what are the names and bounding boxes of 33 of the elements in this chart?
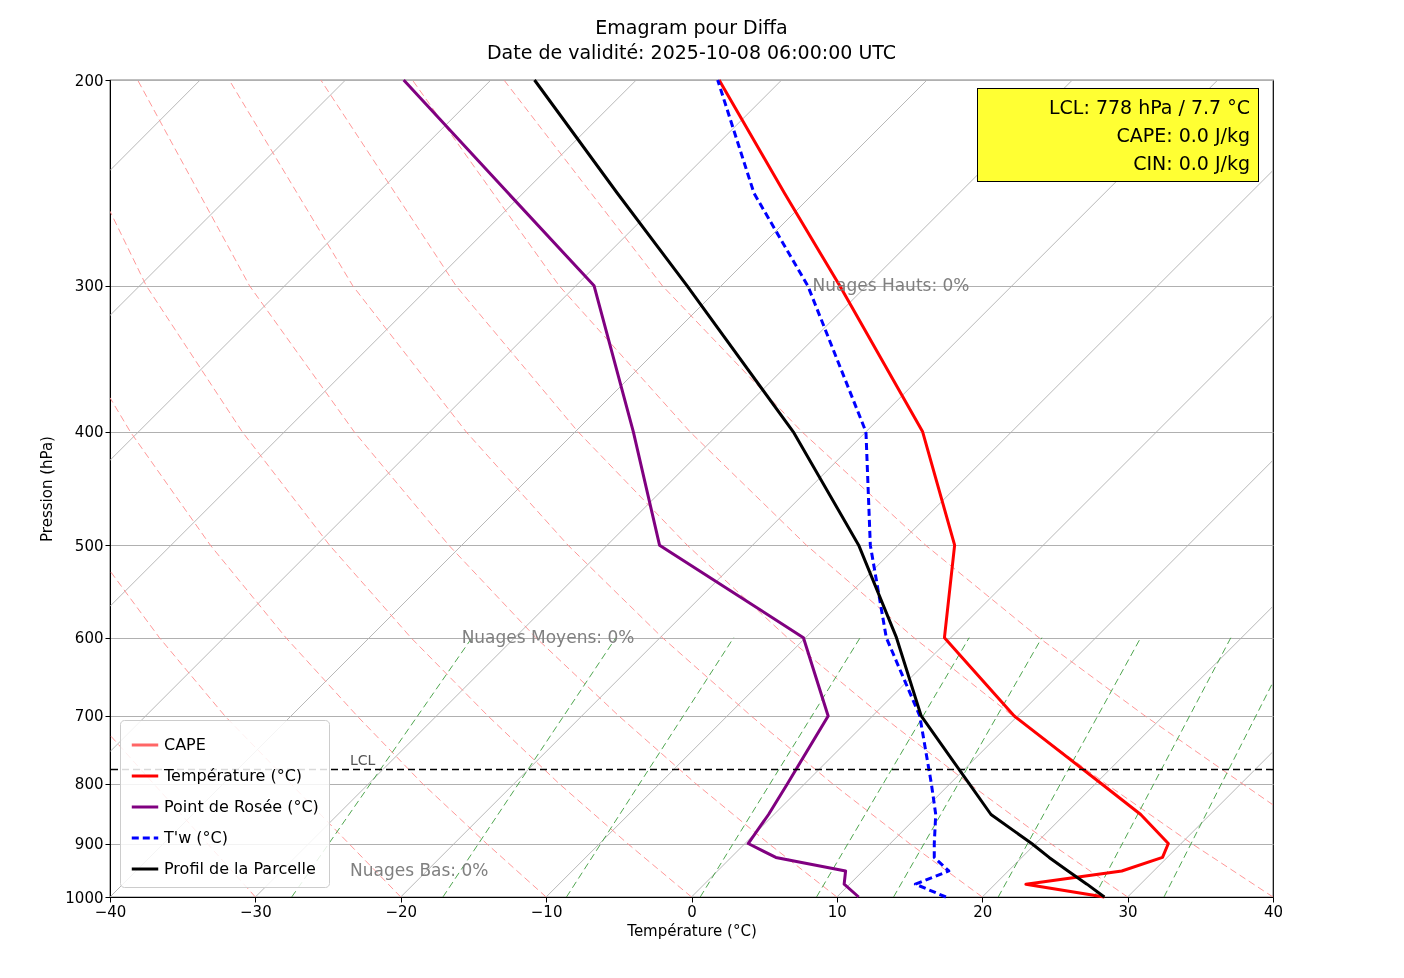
y-tick-label: 200 xyxy=(74,71,104,90)
y-axis-title: Pression (hPa) xyxy=(38,436,57,542)
y-tick-label: 900 xyxy=(74,835,104,854)
x-tick-label: −20 xyxy=(385,902,418,921)
ref-line-label: LCL xyxy=(350,751,376,768)
y-tick-label: 300 xyxy=(74,277,104,296)
y-tick-label: 400 xyxy=(74,423,104,442)
x-tick-label: 40 xyxy=(1263,902,1284,921)
x-tick-label: 30 xyxy=(1118,902,1138,921)
chart-title: Emagram pour Diffa xyxy=(595,16,788,38)
x-tick-label: 10 xyxy=(827,902,847,921)
y-tick-label: 700 xyxy=(74,707,104,726)
text-box: LCL: 778 hPa / 7.7 °C CAPE: 0.0 J/kg CIN: 0.0 J/kg xyxy=(977,88,1259,182)
legend-label: Profil de la Parcelle xyxy=(164,859,316,878)
y-tick-label: 800 xyxy=(74,775,104,794)
legend-label: Température (°C) xyxy=(163,766,303,785)
annotation: CAPE: 0.0 J/kg xyxy=(1115,123,1250,148)
x-tick-label: −10 xyxy=(530,902,563,921)
x-tick-label: 0 xyxy=(687,902,697,921)
annotation: Nuages Bas: 0% xyxy=(350,860,489,880)
y-tick-label: 600 xyxy=(74,629,104,648)
line-series xyxy=(717,78,1170,899)
legend-label: CAPE xyxy=(164,735,206,754)
x-tick-label: 20 xyxy=(973,902,993,921)
annotation: CIN: 0.0 J/kg xyxy=(1132,151,1250,176)
x-tick-label: −30 xyxy=(240,902,272,921)
y-tick-label: 500 xyxy=(74,536,104,555)
legend-label: Point de Rosée (°C) xyxy=(164,797,319,816)
annotation: LCL: 778 hPa / 7.7 °C xyxy=(1048,95,1250,120)
legend-label: T'w (°C) xyxy=(163,828,228,847)
chart-subtitle: Date de validité: 2025-10-08 06:00:00 UTC xyxy=(486,41,897,63)
line-series xyxy=(110,210,692,897)
x-axis-title: Température (°C) xyxy=(626,921,757,940)
